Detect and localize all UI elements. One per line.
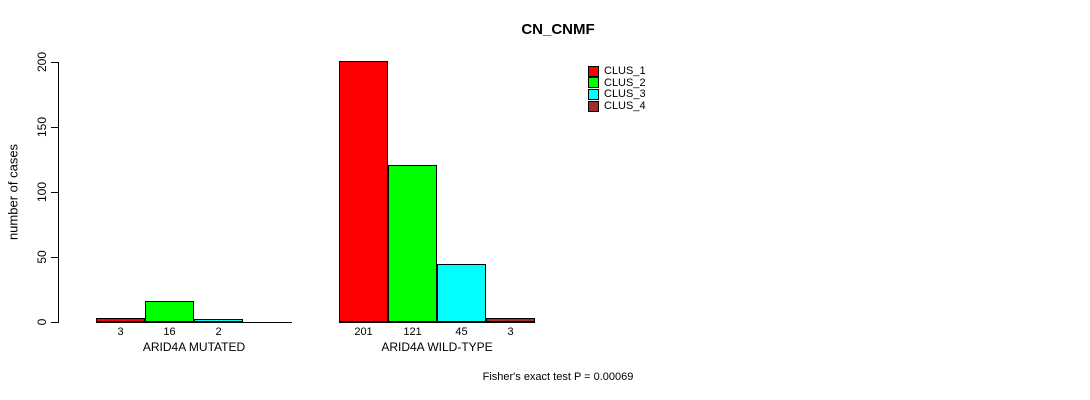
y-tick-mark bbox=[51, 127, 58, 128]
y-tick-mark bbox=[51, 257, 58, 258]
bar-value-label: 3 bbox=[507, 326, 514, 338]
bar-clus_4 bbox=[486, 318, 535, 322]
bar-clus_2 bbox=[145, 301, 194, 322]
legend-swatch-icon bbox=[588, 77, 599, 89]
bar-clus_1 bbox=[96, 318, 145, 322]
group-label-mutated: ARID4A MUTATED bbox=[142, 340, 246, 354]
group-baseline bbox=[96, 322, 292, 323]
bar-clus_3 bbox=[194, 319, 243, 322]
y-tick-mark bbox=[51, 192, 58, 193]
bar-value-label: 45 bbox=[455, 326, 468, 338]
legend-label: CLUS_1 bbox=[604, 65, 646, 77]
bar-clus_1 bbox=[339, 60, 388, 322]
legend-swatch-icon bbox=[588, 65, 599, 77]
y-tick-mark bbox=[51, 322, 58, 323]
y-tick-label: 100 bbox=[35, 181, 49, 203]
y-tick-label: 0 bbox=[35, 318, 49, 326]
bar-value-label: 121 bbox=[403, 326, 422, 338]
legend-item-clus_2: CLUS_2 bbox=[588, 77, 646, 89]
legend-item-clus_4: CLUS_4 bbox=[588, 100, 646, 112]
fisher-test-annotation: Fisher's exact test P = 0.00069 bbox=[482, 371, 634, 383]
legend-label: CLUS_3 bbox=[604, 88, 646, 101]
bar-value-label: 3 bbox=[117, 326, 124, 338]
bar-clus_3 bbox=[437, 263, 486, 322]
bar-value-label: 16 bbox=[163, 326, 176, 338]
y-axis-line bbox=[58, 62, 59, 323]
y-axis-label: number of cases bbox=[5, 143, 21, 241]
bar-value-label: 2 bbox=[215, 326, 222, 338]
chart-title: CN_CNMF bbox=[521, 21, 595, 38]
legend-swatch-icon bbox=[588, 100, 599, 112]
y-tick-label: 50 bbox=[35, 250, 49, 264]
legend-item-clus_3: CLUS_3 bbox=[588, 88, 646, 100]
legend-label: CLUS_2 bbox=[604, 76, 646, 89]
legend-item-clus_1: CLUS_1 bbox=[588, 65, 646, 77]
bar-value-label: 201 bbox=[354, 326, 373, 338]
y-tick-mark bbox=[51, 62, 58, 63]
legend-swatch-icon bbox=[588, 88, 599, 100]
legend-label: CLUS_4 bbox=[604, 100, 646, 113]
bar-clus_2 bbox=[388, 164, 437, 322]
y-tick-label: 150 bbox=[35, 116, 49, 138]
group-baseline bbox=[339, 322, 535, 323]
group-label-wild-type: ARID4A WILD-TYPE bbox=[381, 340, 493, 354]
y-tick-label: 200 bbox=[35, 51, 49, 73]
